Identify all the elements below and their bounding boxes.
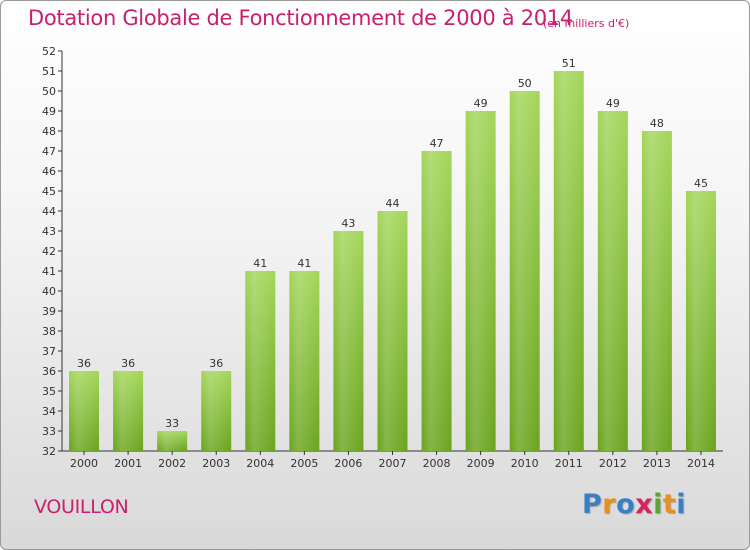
x-tick-label: 2003 xyxy=(202,457,230,470)
y-tick-label: 40 xyxy=(42,285,56,298)
y-tick-label: 48 xyxy=(42,125,56,138)
bar-value-label: 36 xyxy=(77,357,91,370)
y-tick-label: 35 xyxy=(42,385,56,398)
bar-highlight xyxy=(509,91,540,451)
bar-value-label: 48 xyxy=(650,117,664,130)
chart-bars: 36 36 33 36 41 41 43 44 47 49 50 51 49 48 45 xyxy=(69,57,716,451)
commune-name: VOUILLON xyxy=(34,496,129,518)
y-tick-label: 32 xyxy=(42,445,56,458)
logo-letter: i xyxy=(653,489,663,520)
logo-letter: r xyxy=(602,489,617,520)
chart-subtitle: (en milliers d'€) xyxy=(543,17,630,30)
chart-axes: 32 33 34 35 36 37 38 39 40 41 42 43 44 45 46 47 48 49 50 51… xyxy=(42,45,723,470)
y-tick-label: 45 xyxy=(42,185,56,198)
bar-highlight xyxy=(597,111,628,451)
x-tick-label: 2006 xyxy=(334,457,362,470)
bar-highlight xyxy=(69,371,100,451)
y-tick-label: 37 xyxy=(42,345,56,358)
y-tick-label: 49 xyxy=(42,105,56,118)
x-tick-label: 2005 xyxy=(290,457,318,470)
x-tick-label: 2008 xyxy=(423,457,451,470)
x-tick-label: 2004 xyxy=(246,457,274,470)
x-tick-label: 2002 xyxy=(158,457,186,470)
proxiti-logo: Proxiti xyxy=(582,489,686,520)
logo-letter: o xyxy=(616,489,636,520)
bar-value-label: 44 xyxy=(386,197,400,210)
y-tick-label: 42 xyxy=(42,245,56,258)
bar-highlight xyxy=(553,71,584,451)
bar-highlight xyxy=(685,191,716,451)
x-tick-label: 2011 xyxy=(555,457,583,470)
bar-value-label: 36 xyxy=(121,357,135,370)
logo-letter: i xyxy=(676,489,687,520)
bar-highlight xyxy=(377,211,408,451)
y-tick-label: 47 xyxy=(42,145,56,158)
bar-value-label: 33 xyxy=(165,417,179,430)
bar-value-label: 41 xyxy=(253,257,267,270)
bar-value-label: 47 xyxy=(430,137,444,150)
bar-highlight xyxy=(157,431,188,451)
bar-highlight xyxy=(245,271,276,451)
bar-value-label: 41 xyxy=(297,257,311,270)
bar-value-label: 45 xyxy=(694,177,708,190)
bar-value-label: 43 xyxy=(341,217,355,230)
logo-letter: x xyxy=(635,489,654,520)
y-tick-label: 50 xyxy=(42,85,56,98)
x-tick-label: 2012 xyxy=(599,457,627,470)
y-tick-label: 43 xyxy=(42,225,56,238)
x-tick-label: 2010 xyxy=(511,457,539,470)
logo-letter: P xyxy=(582,489,603,520)
bar-value-label: 50 xyxy=(518,77,532,90)
y-tick-label: 46 xyxy=(42,165,56,178)
bar-highlight xyxy=(641,131,672,451)
bar-highlight xyxy=(113,371,144,451)
y-tick-label: 36 xyxy=(42,365,56,378)
bar-highlight xyxy=(421,151,452,451)
x-tick-label: 2014 xyxy=(687,457,715,470)
y-tick-label: 34 xyxy=(42,405,56,418)
y-tick-label: 44 xyxy=(42,205,56,218)
bar-highlight xyxy=(289,271,320,451)
y-tick-label: 52 xyxy=(42,45,56,58)
x-tick-label: 2007 xyxy=(379,457,407,470)
x-tick-label: 2000 xyxy=(70,457,98,470)
bar-value-label: 51 xyxy=(562,57,576,70)
y-tick-label: 41 xyxy=(42,265,56,278)
bar-value-label: 49 xyxy=(474,97,488,110)
bar-highlight xyxy=(465,111,496,451)
logo-letter: t xyxy=(662,489,677,520)
x-tick-label: 2013 xyxy=(643,457,671,470)
y-tick-label: 38 xyxy=(42,325,56,338)
x-tick-label: 2009 xyxy=(467,457,495,470)
bar-value-label: 36 xyxy=(209,357,223,370)
bar-highlight xyxy=(201,371,232,451)
y-tick-label: 33 xyxy=(42,425,56,438)
chart-title: Dotation Globale de Fonctionnement de 20… xyxy=(28,6,573,30)
bar-value-label: 49 xyxy=(606,97,620,110)
bar-highlight xyxy=(333,231,364,451)
x-tick-label: 2001 xyxy=(114,457,142,470)
y-tick-label: 51 xyxy=(42,65,56,78)
y-tick-label: 39 xyxy=(42,305,56,318)
